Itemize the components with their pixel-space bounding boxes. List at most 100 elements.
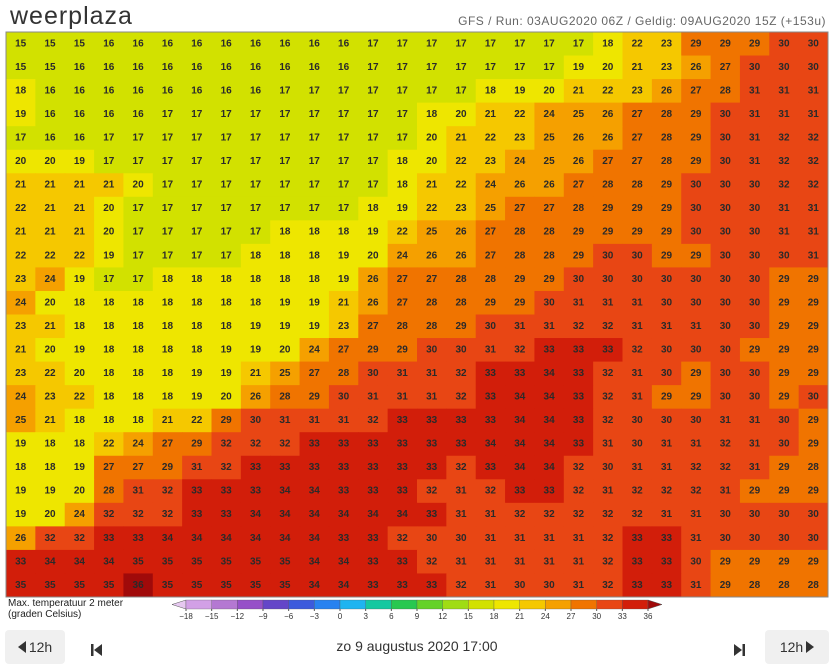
map-value: 34 xyxy=(338,556,350,567)
colorbar-segment xyxy=(288,599,315,610)
map-cell xyxy=(417,32,447,57)
map-cell xyxy=(182,79,212,104)
map-cell xyxy=(534,220,565,245)
map-cell xyxy=(417,196,447,221)
map-value: 20 xyxy=(426,133,438,144)
map-cell xyxy=(798,361,829,386)
map-cell xyxy=(475,573,506,598)
last-button[interactable] xyxy=(728,638,752,662)
map-value: 17 xyxy=(103,133,115,144)
map-cell xyxy=(739,102,770,127)
map-value: 33 xyxy=(544,486,556,497)
map-cell xyxy=(417,79,447,104)
map-value: 30 xyxy=(690,415,702,426)
map-cell xyxy=(446,361,477,386)
map-cell xyxy=(35,55,66,80)
map-cell xyxy=(270,502,301,527)
map-cell xyxy=(622,432,653,457)
logo[interactable]: weerplaza xyxy=(10,2,133,30)
map-cell xyxy=(64,385,95,410)
map-value: 16 xyxy=(44,133,56,144)
map-cell xyxy=(651,385,682,410)
map-value: 16 xyxy=(191,85,203,96)
map-cell xyxy=(622,79,653,104)
map-cell xyxy=(710,549,741,574)
map-value: 16 xyxy=(103,62,115,73)
map-value: 30 xyxy=(720,203,732,214)
map-cell xyxy=(505,32,535,57)
map-cell xyxy=(299,149,330,174)
map-value: 35 xyxy=(279,580,291,591)
map-cell xyxy=(94,243,124,268)
map-cell xyxy=(358,408,389,433)
map-cell xyxy=(534,196,565,221)
map-value: 16 xyxy=(279,62,291,73)
map-cell xyxy=(593,55,623,80)
map-value: 28 xyxy=(455,274,467,285)
map-value: 32 xyxy=(44,533,56,544)
map-value: 23 xyxy=(15,368,27,379)
map-value: 31 xyxy=(749,85,761,96)
map-cell xyxy=(328,361,359,386)
prev-12h-button[interactable]: 12h xyxy=(5,630,65,664)
map-cell xyxy=(94,455,124,480)
map-cell xyxy=(534,243,565,268)
map-cell xyxy=(739,220,770,245)
map-cell xyxy=(505,243,535,268)
map-value: 18 xyxy=(133,344,145,355)
map-value: 17 xyxy=(191,156,203,167)
map-value: 33 xyxy=(250,462,262,473)
map-cell xyxy=(475,455,506,480)
map-cell xyxy=(769,573,800,598)
map-cell xyxy=(798,102,829,127)
map-value: 32 xyxy=(397,533,409,544)
map-cell xyxy=(328,338,359,363)
map-cell xyxy=(6,549,36,574)
map-value: 17 xyxy=(162,180,174,191)
map-cell xyxy=(798,79,829,104)
map-value: 22 xyxy=(485,133,497,144)
map-cell xyxy=(798,526,829,551)
map-value: 29 xyxy=(749,486,761,497)
map-cell xyxy=(417,408,447,433)
map-value: 30 xyxy=(338,392,350,403)
map-value: 29 xyxy=(720,556,732,567)
map-cell xyxy=(475,432,506,457)
map-value: 27 xyxy=(514,203,526,214)
map-cell xyxy=(299,479,330,504)
map-value: 16 xyxy=(162,38,174,49)
map-value: 29 xyxy=(544,274,556,285)
map-cell xyxy=(35,479,66,504)
map-value: 21 xyxy=(103,180,115,191)
map-cell xyxy=(475,149,506,174)
map-cell xyxy=(270,432,301,457)
map-cell xyxy=(681,79,712,104)
first-button[interactable] xyxy=(84,638,108,662)
map-value: 33 xyxy=(279,462,291,473)
map-cell xyxy=(739,79,770,104)
map-cell xyxy=(593,385,623,410)
map-cell xyxy=(534,432,565,457)
map-value: 31 xyxy=(661,462,673,473)
map-cell xyxy=(387,102,418,127)
map-value: 33 xyxy=(661,556,673,567)
map-value: 17 xyxy=(103,156,115,167)
map-cell xyxy=(270,338,301,363)
map-cell xyxy=(534,338,565,363)
map-value: 18 xyxy=(162,321,174,332)
map-cell xyxy=(387,361,418,386)
map-value: 24 xyxy=(514,156,526,167)
next-12h-button[interactable]: 12h xyxy=(765,630,829,664)
map-cell xyxy=(622,196,653,221)
map-cell xyxy=(446,79,477,104)
map-cell xyxy=(651,173,682,198)
map-value: 35 xyxy=(74,580,86,591)
map-cell xyxy=(270,385,301,410)
map-cell xyxy=(798,502,829,527)
map-value: 29 xyxy=(690,133,702,144)
map-cell xyxy=(622,314,653,339)
map-cell xyxy=(417,267,447,292)
map-value: 17 xyxy=(221,156,233,167)
map-value: 17 xyxy=(426,85,438,96)
map-value: 31 xyxy=(632,462,644,473)
